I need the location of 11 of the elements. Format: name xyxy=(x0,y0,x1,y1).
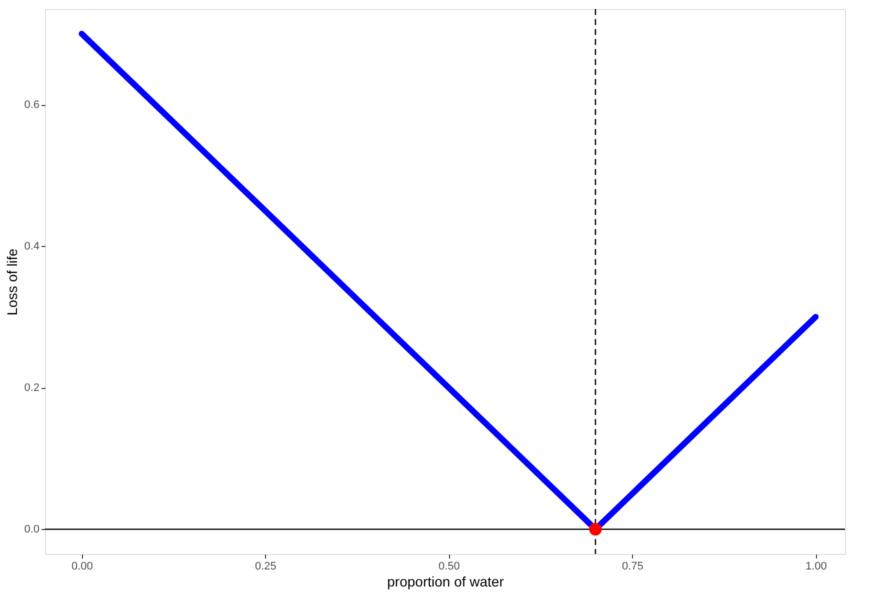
x-tick-label: 1.00 xyxy=(805,560,827,572)
x-tick-label: 0.25 xyxy=(254,560,276,572)
y-tick-label: 0.4 xyxy=(24,240,40,253)
y-axis-title: Loss of life xyxy=(4,248,20,316)
y-tick-label: 0.2 xyxy=(24,382,40,394)
x-tick-label: 0.75 xyxy=(622,560,644,572)
y-tick-label: 0.6 xyxy=(24,99,40,112)
x-axis-title: proportion of water xyxy=(387,574,504,590)
x-tick-label: 0.00 xyxy=(71,560,93,572)
y-tick-label: 0.0 xyxy=(24,524,40,536)
x-tick-label: 0.50 xyxy=(438,560,460,572)
